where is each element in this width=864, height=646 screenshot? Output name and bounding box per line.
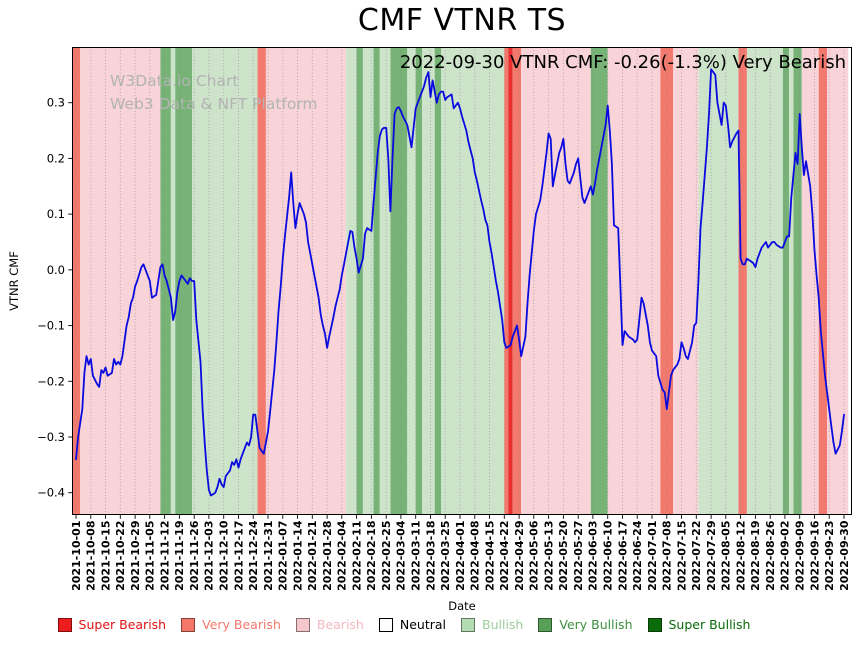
legend-swatch-very_bullish xyxy=(538,617,553,632)
legend-swatch-super_bullish xyxy=(647,617,662,632)
svg-text:2022-01-21: 2022-01-21 xyxy=(306,521,319,591)
legend-swatch-very_bearish xyxy=(181,617,196,632)
svg-text:2022-05-13: 2022-05-13 xyxy=(542,521,555,591)
gridlines xyxy=(75,47,845,515)
legend-item-neutral: Neutral xyxy=(378,617,446,632)
sentiment-bands xyxy=(72,47,849,515)
legend-item-bearish: Bearish xyxy=(295,617,364,632)
svg-text:2022-07-15: 2022-07-15 xyxy=(675,521,688,591)
axes-frame xyxy=(72,47,852,515)
svg-text:2022-05-06: 2022-05-06 xyxy=(528,520,541,591)
svg-text:0.3: 0.3 xyxy=(47,96,65,110)
svg-text:2022-09-09: 2022-09-09 xyxy=(794,521,807,591)
svg-text:2021-10-22: 2021-10-22 xyxy=(114,521,127,591)
legend-item-very_bearish: Very Bearish xyxy=(181,617,281,632)
legend-item-super_bearish: Super Bearish xyxy=(57,617,167,632)
svg-text:2022-09-30: 2022-09-30 xyxy=(838,520,851,591)
legend: Super Bearish Very Bearish Bearish Neutral B… xyxy=(0,617,836,632)
watermark-line1: W3Data.io Chart xyxy=(110,72,239,90)
svg-text:2022-06-10: 2022-06-10 xyxy=(602,520,615,591)
svg-text:2022-03-18: 2022-03-18 xyxy=(424,521,437,591)
svg-text:2022-02-18: 2022-02-18 xyxy=(365,521,378,591)
y-axis-label: VTNR CMF xyxy=(7,251,21,311)
svg-text:2022-05-27: 2022-05-27 xyxy=(572,521,585,591)
legend-label-bullish: Bullish xyxy=(482,617,524,632)
svg-text:2021-11-26: 2021-11-26 xyxy=(188,520,201,591)
svg-text:2022-06-24: 2022-06-24 xyxy=(631,520,644,591)
svg-text:2022-09-16: 2022-09-16 xyxy=(808,520,821,591)
svg-text:2021-12-03: 2021-12-03 xyxy=(203,521,216,591)
svg-text:2022-02-04: 2022-02-04 xyxy=(336,520,349,591)
svg-text:2022-03-25: 2022-03-25 xyxy=(439,521,452,591)
svg-text:2021-11-12: 2021-11-12 xyxy=(158,521,171,591)
svg-text:0.2: 0.2 xyxy=(47,151,65,165)
legend-label-super_bullish: Super Bullish xyxy=(668,617,751,632)
x-tick-labels: 2021-10-01 2021-10-08 2021-10-15 2021-10-22… xyxy=(70,520,851,591)
svg-text:2021-12-24: 2021-12-24 xyxy=(247,520,260,591)
svg-text:−0.4: −0.4 xyxy=(37,486,65,500)
cmf-line xyxy=(75,68,845,497)
svg-text:2022-09-02: 2022-09-02 xyxy=(779,521,792,591)
svg-text:2022-08-19: 2022-08-19 xyxy=(749,521,762,591)
svg-text:2022-08-26: 2022-08-26 xyxy=(764,520,777,591)
svg-text:2022-06-03: 2022-06-03 xyxy=(587,521,600,591)
x-axis-label: Date xyxy=(448,599,476,613)
svg-text:2022-07-01: 2022-07-01 xyxy=(646,521,659,591)
svg-text:−0.2: −0.2 xyxy=(37,374,65,388)
svg-text:2022-09-23: 2022-09-23 xyxy=(823,521,836,591)
svg-text:2022-04-22: 2022-04-22 xyxy=(498,521,511,591)
svg-text:2022-02-25: 2022-02-25 xyxy=(380,521,393,591)
svg-text:2022-04-29: 2022-04-29 xyxy=(513,521,526,591)
svg-text:2022-03-11: 2022-03-11 xyxy=(410,521,423,591)
legend-swatch-bullish xyxy=(461,617,475,632)
legend-item-super_bullish: Super Bullish xyxy=(647,617,751,632)
svg-text:2021-12-17: 2021-12-17 xyxy=(232,521,245,591)
svg-text:0.0: 0.0 xyxy=(47,263,65,277)
svg-text:2021-10-01: 2021-10-01 xyxy=(70,521,83,591)
svg-text:2021-10-15: 2021-10-15 xyxy=(99,521,112,591)
legend-label-neutral: Neutral xyxy=(399,617,446,632)
svg-text:2021-10-29: 2021-10-29 xyxy=(129,521,142,591)
legend-swatch-neutral xyxy=(378,617,393,632)
svg-text:2022-05-20: 2022-05-20 xyxy=(557,520,570,591)
svg-text:2022-03-04: 2022-03-04 xyxy=(395,520,408,591)
svg-text:2022-08-05: 2022-08-05 xyxy=(720,521,733,591)
svg-text:2021-10-08: 2021-10-08 xyxy=(85,521,98,591)
svg-text:2021-12-10: 2021-12-10 xyxy=(218,520,231,591)
legend-swatch-super_bearish xyxy=(57,617,72,632)
legend-label-bearish: Bearish xyxy=(316,617,364,632)
legend-label-super_bearish: Super Bearish xyxy=(78,617,167,632)
svg-text:2022-07-08: 2022-07-08 xyxy=(661,521,674,591)
svg-text:2022-04-15: 2022-04-15 xyxy=(483,521,496,591)
watermark-line2: Web3 Data & NFT Platform xyxy=(110,95,318,113)
y-tick-labels: 0.3 0.2 0.1 0.0 −0.1 −0.2 −0.3 −0.4 xyxy=(37,96,65,500)
legend-swatch-bearish xyxy=(295,617,310,632)
latest-value-annotation: 2022-09-30 VTNR CMF: -0.26(-1.3%) Very B… xyxy=(399,52,846,73)
svg-text:2022-07-22: 2022-07-22 xyxy=(690,521,703,591)
svg-text:−0.3: −0.3 xyxy=(37,430,65,444)
svg-text:2021-11-19: 2021-11-19 xyxy=(173,521,186,591)
chart-title: CMF VTNR TS xyxy=(357,3,567,38)
svg-text:−0.1: −0.1 xyxy=(37,319,65,333)
svg-text:2022-01-07: 2022-01-07 xyxy=(277,521,290,591)
svg-text:2022-01-28: 2022-01-28 xyxy=(321,521,334,591)
tick-marks xyxy=(68,102,845,519)
watermark: W3Data.io Chart Web3 Data & NFT Platform xyxy=(110,70,318,116)
legend-item-bullish: Bullish xyxy=(461,617,523,632)
svg-text:0.1: 0.1 xyxy=(47,207,65,221)
svg-text:2022-04-01: 2022-04-01 xyxy=(454,521,467,591)
svg-text:2021-11-05: 2021-11-05 xyxy=(144,521,157,591)
svg-text:2022-04-08: 2022-04-08 xyxy=(469,521,482,591)
svg-text:2022-08-12: 2022-08-12 xyxy=(734,521,747,591)
legend-item-very_bullish: Very Bullish xyxy=(538,617,633,632)
legend-label-very_bullish: Very Bullish xyxy=(559,617,633,632)
svg-text:2021-12-31: 2021-12-31 xyxy=(262,521,275,591)
svg-text:2022-07-29: 2022-07-29 xyxy=(705,521,718,591)
legend-label-very_bearish: Very Bearish xyxy=(202,617,281,632)
svg-text:2022-06-17: 2022-06-17 xyxy=(616,521,629,591)
svg-text:2022-01-14: 2022-01-14 xyxy=(291,520,304,591)
svg-text:2022-02-11: 2022-02-11 xyxy=(350,521,363,591)
